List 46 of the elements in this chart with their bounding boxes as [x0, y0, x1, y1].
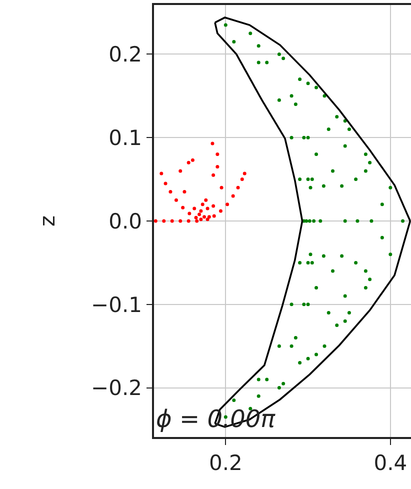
point: [212, 173, 216, 177]
point: [178, 169, 182, 173]
point: [242, 172, 246, 176]
point: [216, 152, 220, 156]
y-tick-label: 0.2: [108, 42, 142, 67]
point: [218, 209, 222, 213]
point: [190, 158, 194, 162]
y-tick-label: −0.1: [91, 292, 142, 317]
point: [206, 206, 210, 210]
point: [240, 178, 244, 182]
point: [207, 215, 211, 219]
point: [181, 206, 185, 210]
point: [154, 219, 158, 223]
point: [174, 198, 178, 202]
point: [168, 190, 172, 194]
point: [236, 186, 240, 190]
point: [194, 216, 198, 220]
point: [231, 194, 235, 198]
point: [170, 219, 174, 223]
point: [204, 198, 208, 202]
point: [226, 202, 230, 206]
point: [198, 212, 202, 216]
point: [210, 142, 214, 146]
point: [160, 172, 164, 176]
point: [220, 186, 224, 190]
point: [186, 160, 190, 164]
y-tick-label: 0.1: [108, 126, 142, 150]
point: [182, 190, 186, 194]
x-tick-label: 0.4: [374, 450, 408, 475]
point: [188, 212, 192, 216]
point: [202, 215, 206, 219]
point: [178, 219, 182, 223]
point: [216, 165, 220, 169]
point: [212, 214, 216, 218]
y-tick-label: −0.2: [91, 376, 142, 400]
point: [212, 204, 216, 208]
point: [162, 219, 166, 223]
point: [186, 219, 190, 223]
point: [192, 206, 196, 210]
point: [199, 218, 203, 222]
point: [200, 202, 204, 206]
y-axis-title: z: [36, 215, 60, 227]
point: [199, 209, 203, 213]
y-tick-label: 0.0: [108, 209, 142, 234]
point: [164, 182, 168, 186]
point: [195, 219, 199, 223]
